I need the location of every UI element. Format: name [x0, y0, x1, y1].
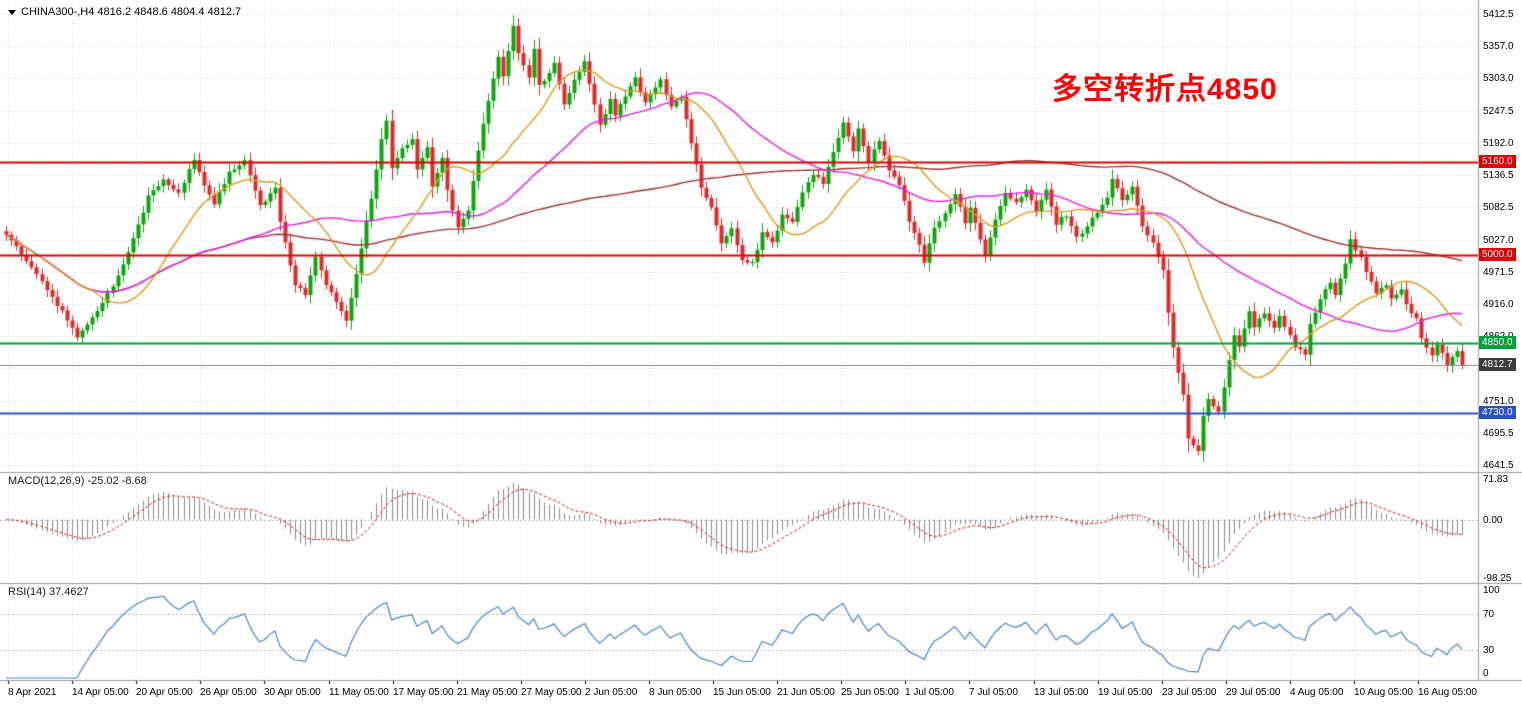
time-tick-label: 8 Jun 05:00	[649, 687, 702, 698]
price-badge: 4850.0	[1479, 336, 1516, 349]
price-badge: 5000.0	[1479, 248, 1516, 261]
chart-marker-icon	[8, 9, 16, 15]
price-tick-label: 4971.5	[1483, 267, 1514, 278]
time-tick-label: 27 May 05:00	[521, 687, 582, 698]
symbol-info: CHINA300-,H4 4816.2 4848.6 4804.4 4812.7	[8, 6, 241, 18]
price-tick-label: 4641.5	[1483, 460, 1514, 471]
price-tick-label: 4695.5	[1483, 428, 1514, 439]
price-tick-label: 5357.0	[1483, 41, 1514, 52]
symbol-ohlc-text: CHINA300-,H4 4816.2 4848.6 4804.4 4812.7	[21, 6, 242, 18]
macd-tick-label: 71.83	[1483, 474, 1509, 485]
time-tick-label: 2 Jun 05:00	[585, 687, 638, 698]
time-tick-label: 16 Aug 05:00	[1418, 687, 1477, 698]
rsi-label: RSI(14) 37.4627	[8, 586, 89, 598]
time-tick-label: 1 Jul 05:00	[905, 687, 954, 698]
price-tick-label: 5192.0	[1483, 138, 1514, 149]
time-tick-label: 25 Jun 05:00	[841, 687, 899, 698]
price-badge: 4730.0	[1479, 406, 1516, 419]
macd-tick-label: -98.25	[1483, 573, 1512, 584]
rsi-tick-label: 100	[1483, 585, 1500, 596]
time-tick-label: 11 May 05:00	[329, 687, 389, 698]
rsi-tick-label: 0	[1483, 668, 1489, 679]
time-tick-label: 23 Jul 05:00	[1162, 687, 1217, 698]
macd-label: MACD(12,26,9) -25.02 -8.68	[8, 475, 147, 487]
trend-annotation[interactable]: 多空转折点4850	[1052, 73, 1278, 106]
price-tick-label: 5412.5	[1483, 9, 1514, 20]
price-tick-label: 5247.5	[1483, 106, 1514, 117]
time-tick-label: 21 May 05:00	[457, 687, 518, 698]
rsi-tick-label: 70	[1483, 609, 1495, 620]
time-tick-label: 20 Apr 05:00	[136, 687, 193, 698]
time-tick-label: 4 Aug 05:00	[1290, 687, 1344, 698]
price-tick-label: 4916.0	[1483, 299, 1514, 310]
time-tick-label: 10 Aug 05:00	[1354, 687, 1413, 698]
price-tick-label: 4751.0	[1483, 396, 1514, 407]
price-badge: 4812.7	[1479, 358, 1516, 371]
price-tick-label: 5082.5	[1483, 202, 1514, 213]
time-tick-label: 17 May 05:00	[393, 687, 454, 698]
price-badge: 5160.0	[1479, 155, 1516, 168]
price-tick-label: 5303.0	[1483, 73, 1514, 84]
time-tick-label: 19 Jul 05:00	[1098, 687, 1153, 698]
time-tick-label: 14 Apr 05:00	[72, 687, 129, 698]
time-tick-label: 15 Jun 05:00	[713, 687, 771, 698]
time-tick-label: 13 Jul 05:00	[1034, 687, 1089, 698]
macd-tick-label: 0.00	[1483, 515, 1503, 526]
time-tick-label: 30 Apr 05:00	[264, 687, 321, 698]
price-tick-label: 5136.5	[1483, 170, 1514, 181]
time-tick-label: 21 Jun 05:00	[777, 687, 835, 698]
time-tick-label: 26 Apr 05:00	[200, 687, 257, 698]
time-tick-label: 7 Jul 05:00	[969, 687, 1018, 698]
rsi-tick-label: 30	[1483, 645, 1495, 656]
time-tick-label: 29 Jul 05:00	[1226, 687, 1281, 698]
time-tick-label: 8 Apr 2021	[8, 687, 57, 698]
price-tick-label: 5027.0	[1483, 235, 1514, 246]
